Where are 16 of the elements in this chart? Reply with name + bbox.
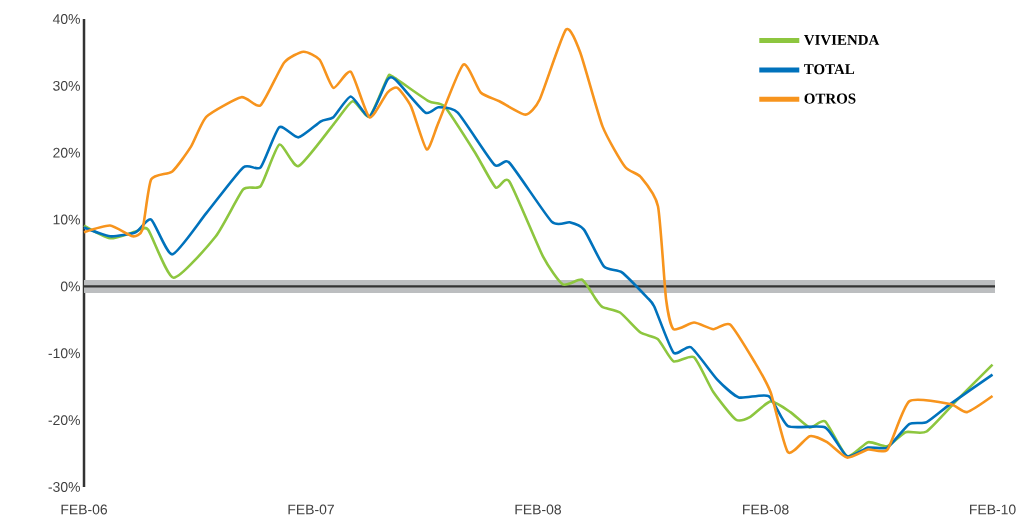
x-tick-label: FEB-06 [61, 504, 108, 515]
y-tick-label: 0% [60, 281, 80, 292]
y-tick-label: -10% [48, 348, 80, 359]
y-tick-label: 10% [53, 214, 80, 225]
legend-label: OTROS [804, 93, 856, 104]
y-tick-label: 20% [53, 147, 80, 158]
x-tick-label: FEB-07 [288, 504, 334, 515]
legend-label: VIVIENDA [803, 34, 880, 45]
x-tick-label: FEB-08 [743, 504, 789, 515]
x-tick-label: FEB-10 [970, 504, 1016, 515]
y-tick-label: 30% [53, 80, 80, 91]
x-tick-label: FEB-08 [515, 504, 561, 515]
legend-label: TOTAL [804, 64, 855, 75]
y-tick-label: -20% [48, 415, 80, 426]
y-tick-label: -30% [48, 482, 80, 492]
y-tick-label: 40% [52, 14, 80, 24]
